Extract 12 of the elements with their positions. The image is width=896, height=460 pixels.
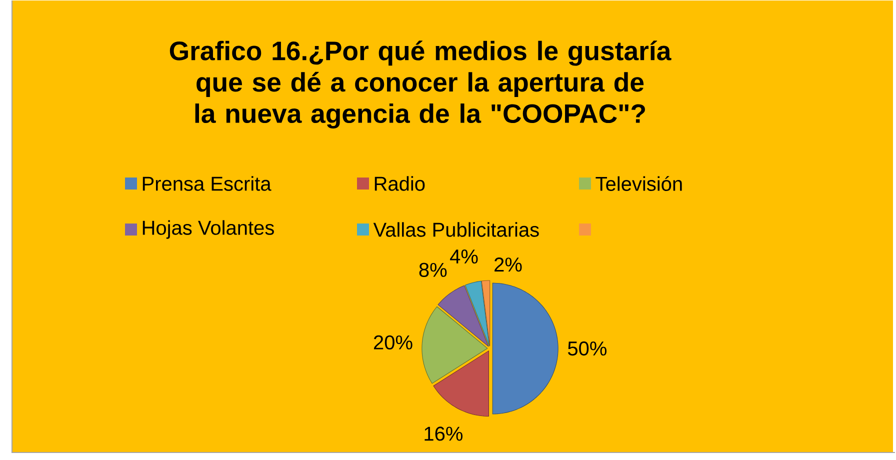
data-label: 4%	[450, 250, 478, 264]
legend-label: Televisión	[596, 176, 682, 192]
legend-label: Radio	[374, 176, 425, 192]
chart-title: Grafico 16.¿Por qué medios le gustaría que se dé a conocer la apertura de la nueva agencia de la "COOPAC"?	[170, 40, 672, 129]
data-label: 50%	[568, 342, 606, 356]
legend-label: Hojas Volantes	[142, 220, 274, 240]
data-label: 20%	[374, 336, 412, 350]
data-label: 8%	[419, 263, 447, 278]
legend-label: Vallas Publicitarias	[373, 222, 539, 238]
data-label: 16%	[424, 426, 462, 442]
data-label: 2%	[494, 258, 522, 272]
legend-label: Prensa Escrita	[142, 176, 272, 192]
